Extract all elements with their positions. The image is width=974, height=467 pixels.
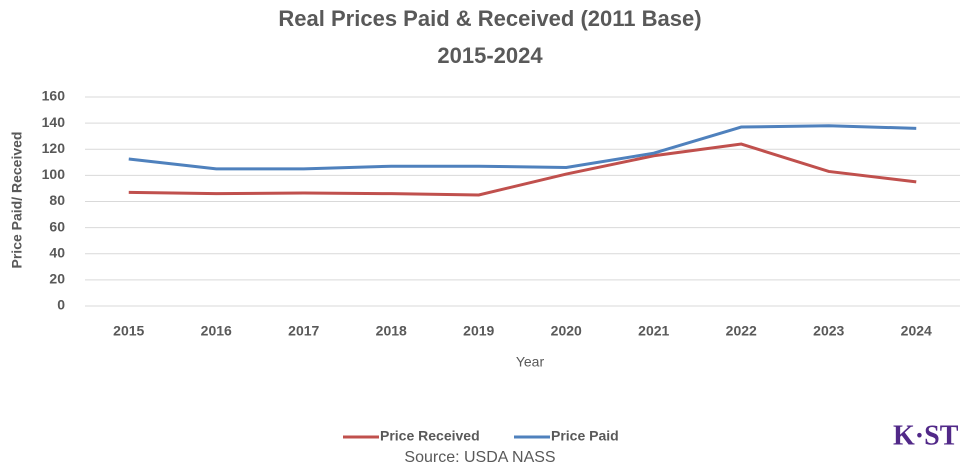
y-tick-label: 80 xyxy=(49,192,65,208)
chart-title: Real Prices Paid & Received (2011 Base) xyxy=(278,6,701,31)
x-tick-label: 2016 xyxy=(201,323,232,339)
legend-label: Price Paid xyxy=(551,428,619,444)
x-tick-label: 2023 xyxy=(813,323,844,339)
legend-label: Price Received xyxy=(380,428,480,444)
y-tick-label: 100 xyxy=(42,166,66,182)
x-tick-label: 2020 xyxy=(551,323,582,339)
x-tick-label: 2018 xyxy=(376,323,407,339)
x-tick-label: 2017 xyxy=(288,323,319,339)
x-tick-label: 2015 xyxy=(113,323,144,339)
line-series xyxy=(128,142,917,197)
line-series xyxy=(128,124,917,171)
logo: K·ST xyxy=(893,420,959,451)
chart-subtitle: 2015-2024 xyxy=(437,43,543,68)
y-tick-label: 20 xyxy=(49,271,65,287)
y-tick-label: 140 xyxy=(42,114,66,130)
y-tick-label: 0 xyxy=(57,297,65,313)
x-axis-label: Year xyxy=(516,354,545,370)
x-tick-label: 2024 xyxy=(901,323,932,339)
y-tick-label: 120 xyxy=(42,140,66,156)
y-tick-label: 160 xyxy=(42,88,66,104)
y-tick-label: 60 xyxy=(49,218,65,234)
y-axis-label: Price Paid/ Received xyxy=(9,132,25,269)
x-tick-label: 2022 xyxy=(726,323,757,339)
x-tick-label: 2021 xyxy=(638,323,669,339)
source-note: Source: USDA NASS xyxy=(404,449,555,466)
y-tick-label: 40 xyxy=(49,244,65,260)
x-tick-label: 2019 xyxy=(463,323,494,339)
